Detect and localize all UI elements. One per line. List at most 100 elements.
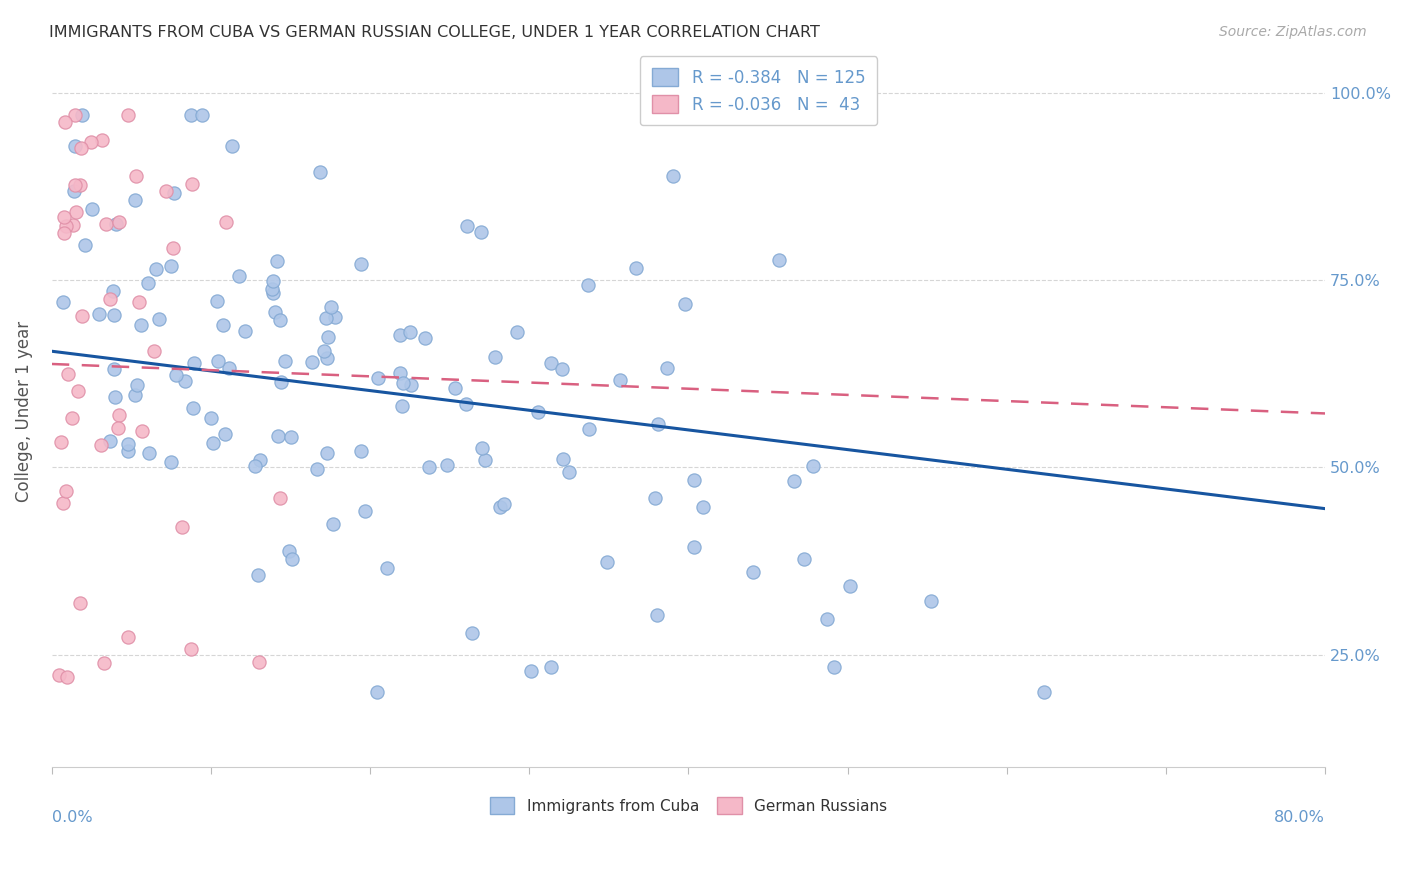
- Point: [314, 343, 336, 358]
- Point: [264, 304, 287, 318]
- Point: [63, 184, 86, 198]
- Point: [484, 350, 506, 364]
- Point: [180, 642, 202, 657]
- Point: [163, 186, 186, 200]
- Legend: Immigrants from Cuba, German Russians: Immigrants from Cuba, German Russians: [484, 791, 893, 820]
- Point: [70, 141, 93, 155]
- Point: [823, 660, 845, 674]
- Point: [474, 452, 496, 467]
- Point: [117, 437, 139, 451]
- Point: [316, 329, 339, 343]
- Point: [103, 308, 125, 322]
- Point: [205, 293, 228, 308]
- Point: [62, 218, 84, 232]
- Point: [221, 138, 243, 153]
- Point: [413, 331, 436, 345]
- Point: [366, 685, 388, 699]
- Point: [104, 391, 127, 405]
- Point: [108, 408, 131, 422]
- Point: [443, 381, 465, 395]
- Point: [392, 376, 415, 390]
- Point: [783, 474, 806, 488]
- Point: [367, 371, 389, 385]
- Point: [98, 434, 121, 448]
- Point: [91, 133, 114, 147]
- Point: [201, 436, 224, 450]
- Point: [52, 226, 75, 240]
- Point: [145, 262, 167, 277]
- Point: [101, 284, 124, 298]
- Point: [124, 193, 146, 207]
- Point: [243, 458, 266, 473]
- Point: [63, 108, 86, 122]
- Point: [70, 310, 93, 324]
- Point: [1033, 685, 1056, 699]
- Point: [471, 441, 494, 455]
- Point: [456, 219, 478, 233]
- Point: [63, 138, 86, 153]
- Y-axis label: College, Under 1 year: College, Under 1 year: [15, 320, 32, 502]
- Point: [125, 169, 148, 183]
- Point: [172, 519, 194, 533]
- Point: [82, 202, 104, 216]
- Point: [742, 565, 765, 579]
- Point: [281, 552, 304, 566]
- Point: [249, 453, 271, 467]
- Point: [768, 252, 790, 267]
- Point: [136, 277, 159, 291]
- Point: [920, 594, 942, 608]
- Point: [180, 108, 202, 122]
- Point: [354, 504, 377, 518]
- Point: [418, 460, 440, 475]
- Point: [100, 292, 122, 306]
- Point: [647, 417, 669, 431]
- Point: [322, 517, 344, 532]
- Point: [692, 500, 714, 515]
- Point: [52, 496, 75, 510]
- Point: [839, 579, 862, 593]
- Point: [301, 355, 323, 369]
- Point: [129, 318, 152, 333]
- Point: [87, 307, 110, 321]
- Text: 0.0%: 0.0%: [52, 810, 93, 825]
- Point: [48, 668, 70, 682]
- Point: [246, 567, 269, 582]
- Point: [215, 214, 238, 228]
- Point: [793, 552, 815, 566]
- Point: [391, 399, 413, 413]
- Point: [55, 484, 77, 499]
- Point: [69, 178, 91, 192]
- Text: Source: ZipAtlas.com: Source: ZipAtlas.com: [1219, 25, 1367, 39]
- Point: [267, 429, 290, 443]
- Point: [159, 455, 181, 469]
- Point: [307, 462, 329, 476]
- Point: [138, 446, 160, 460]
- Point: [181, 401, 204, 416]
- Point: [815, 612, 838, 626]
- Point: [105, 217, 128, 231]
- Point: [162, 241, 184, 255]
- Point: [551, 452, 574, 467]
- Point: [519, 664, 541, 678]
- Point: [350, 257, 373, 271]
- Point: [80, 136, 103, 150]
- Point: [270, 375, 292, 389]
- Point: [277, 544, 299, 558]
- Point: [595, 555, 617, 569]
- Point: [398, 326, 420, 340]
- Point: [266, 253, 288, 268]
- Point: [492, 497, 515, 511]
- Point: [470, 225, 492, 239]
- Point: [316, 351, 339, 365]
- Point: [66, 384, 89, 398]
- Point: [540, 660, 562, 674]
- Point: [148, 311, 170, 326]
- Point: [262, 274, 284, 288]
- Point: [350, 444, 373, 458]
- Point: [454, 397, 477, 411]
- Point: [173, 374, 195, 388]
- Point: [93, 657, 115, 671]
- Point: [124, 388, 146, 402]
- Point: [262, 286, 284, 301]
- Point: [108, 215, 131, 229]
